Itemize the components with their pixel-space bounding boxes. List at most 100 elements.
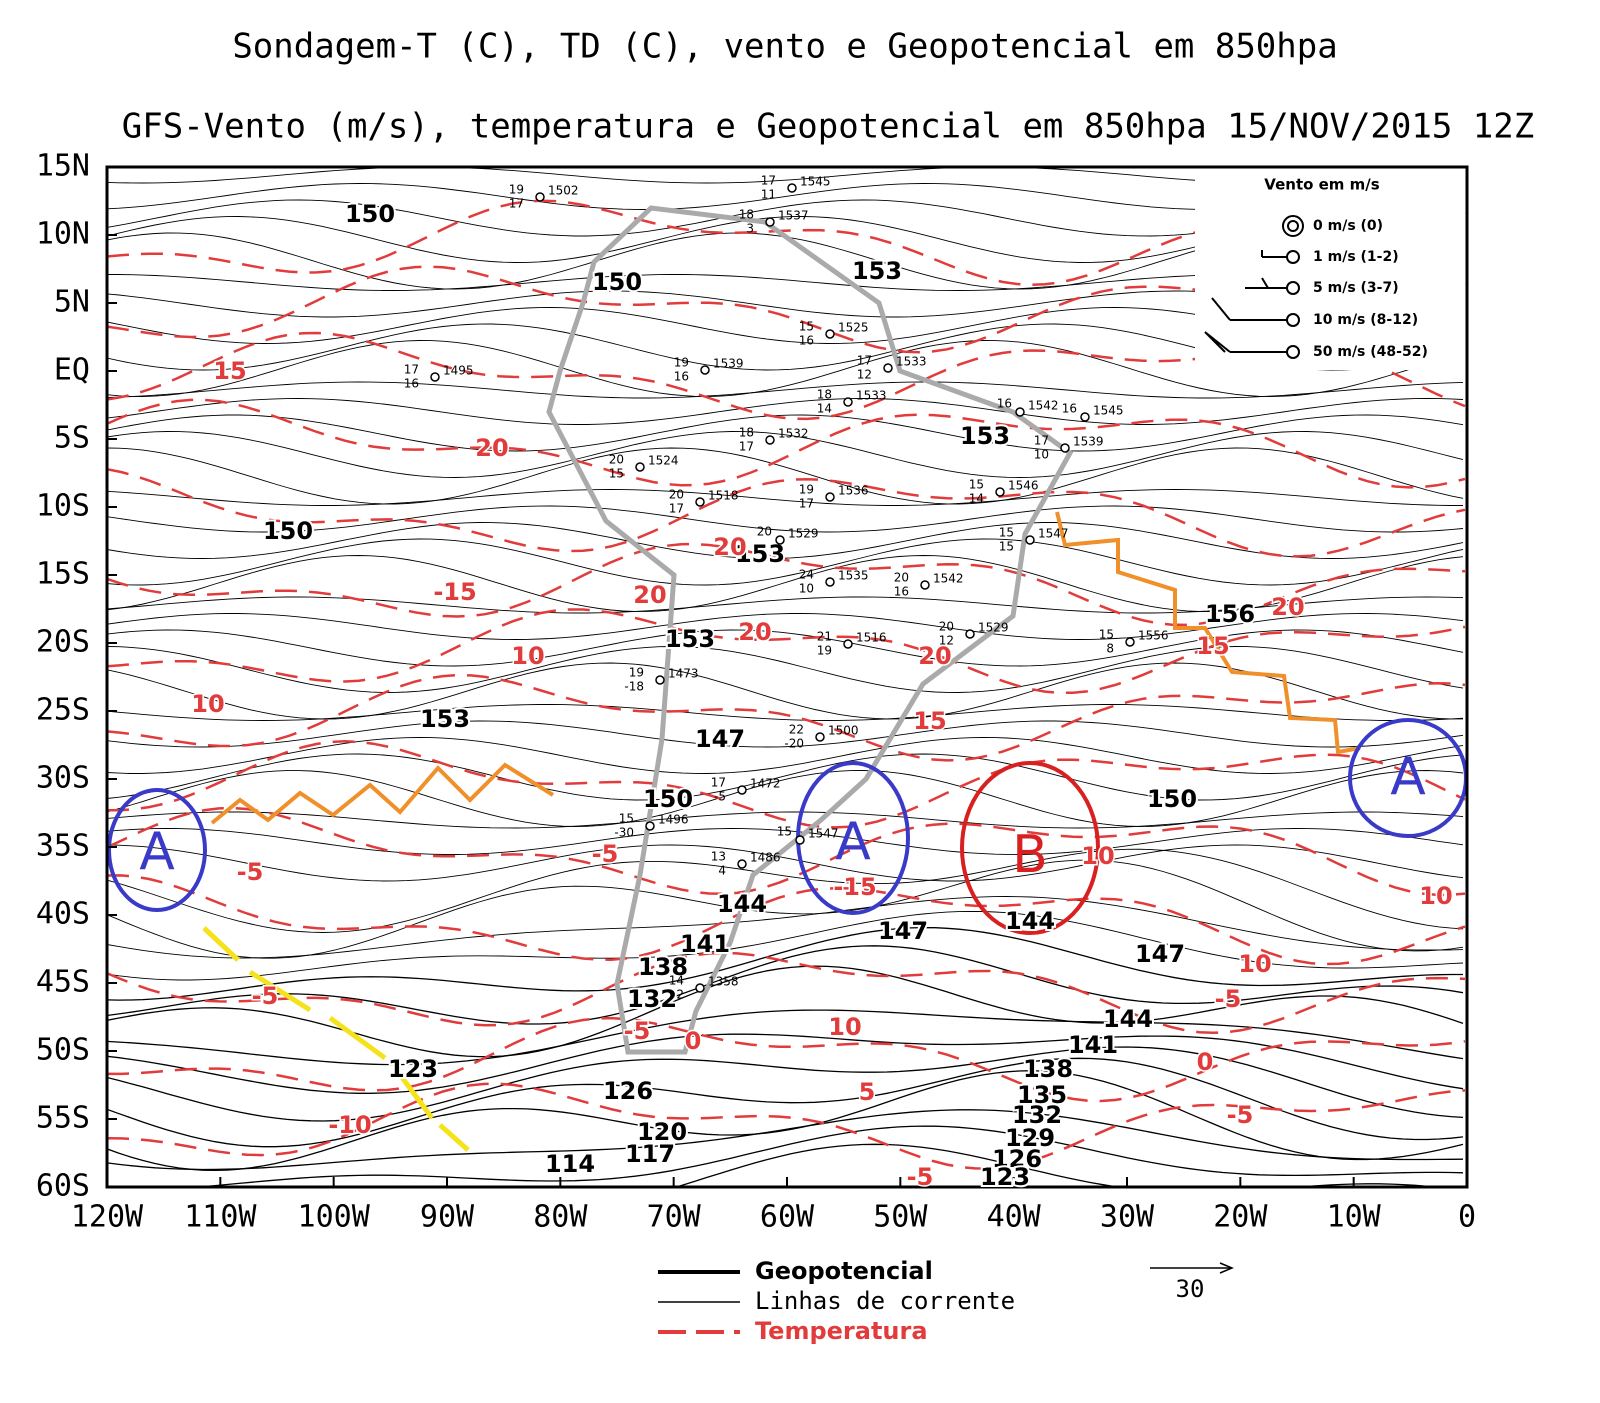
temperature-label: 15 — [913, 707, 946, 735]
streamline — [107, 896, 1464, 959]
station-value: 1473 — [668, 667, 699, 681]
streamline — [107, 381, 1464, 399]
geopotential-label: 150 — [592, 268, 642, 296]
station — [635, 462, 645, 472]
station-value: 1358 — [708, 975, 739, 989]
geopotential-label: 144 — [1103, 1005, 1153, 1033]
lat-label: 45S — [36, 965, 90, 1000]
station-value: 1496 — [658, 813, 689, 827]
wind-legend-item: 1 m/s (1-2) — [1313, 249, 1399, 265]
pressure-center: A — [139, 822, 175, 882]
station-value: 20 — [757, 525, 772, 539]
lon-label: 90W — [420, 1200, 475, 1235]
geopotential-label: 129 — [1005, 1124, 1055, 1152]
station — [795, 835, 805, 845]
station-value: 16 — [997, 397, 1012, 411]
station — [825, 577, 835, 587]
temperature-isoline — [107, 673, 1466, 762]
geopotential-label: 153 — [960, 422, 1010, 450]
station — [995, 487, 1005, 497]
temperature-isoline — [107, 806, 1466, 897]
geopotential-label: 138 — [1023, 1055, 1073, 1083]
geopotential-label: 123 — [980, 1163, 1030, 1191]
temperature-isoline — [107, 542, 1466, 627]
streamline — [107, 522, 1464, 559]
geopotential-label: 123 — [388, 1055, 438, 1083]
station-value: 1529 — [788, 527, 819, 541]
geopotential-label: 138 — [638, 953, 688, 981]
station-value: 1536 — [838, 484, 869, 498]
subtitle: GFS-Vento (m/s), temperatura e Geopotenc… — [122, 107, 1534, 147]
streamline — [107, 646, 1464, 693]
station-value: 20 — [669, 488, 684, 502]
temperature-isoline — [107, 398, 1466, 489]
station — [737, 859, 747, 869]
lat-label: 55S — [36, 1101, 90, 1136]
station-value: 12 — [857, 368, 872, 382]
station — [1025, 535, 1035, 545]
station-value: 1495 — [443, 364, 474, 378]
geopotential-label: 150 — [345, 200, 395, 228]
station-value: 1532 — [778, 427, 809, 441]
station — [1060, 443, 1070, 453]
temperature-label: 0 — [1197, 1048, 1214, 1076]
streamline — [107, 844, 1464, 882]
station-value: -5 — [714, 790, 726, 804]
station-value: 17 — [711, 776, 726, 790]
lat-label: 5N — [54, 285, 90, 320]
temperature-isoline — [107, 608, 1466, 695]
station-value: 16 — [674, 370, 689, 384]
temperature-isoline — [107, 740, 1466, 829]
station-value: 17 — [509, 197, 524, 211]
station-value: 10 — [799, 582, 814, 596]
geopotential-label: 126 — [603, 1077, 653, 1105]
temperature-label: 10 — [1238, 950, 1271, 978]
geopotential-label: 144 — [717, 890, 767, 918]
geopotential-label: 153 — [735, 540, 785, 568]
temperature-label: 20 — [475, 434, 508, 462]
station — [695, 497, 705, 507]
station-value: 1542 — [933, 572, 964, 586]
station-value: 17 — [1034, 434, 1049, 448]
streamline — [107, 505, 1464, 533]
station-value: 1502 — [548, 184, 579, 198]
geopotential-label: 144 — [1005, 907, 1055, 935]
geopotential-label: 141 — [680, 930, 730, 958]
station-value: 19 — [817, 644, 832, 658]
temperature-label: -5 — [237, 858, 264, 886]
geopotential-label: 147 — [878, 917, 928, 945]
geopotential-label: 150 — [643, 785, 693, 813]
geopotential-label: 120 — [637, 1118, 687, 1146]
temperature-label: 20 — [738, 618, 771, 646]
temperature-label: 10 — [1419, 882, 1452, 910]
station-value: 15 — [619, 812, 634, 826]
streamline — [107, 926, 1463, 1001]
station — [920, 580, 930, 590]
station-value: 19 — [674, 356, 689, 370]
station — [737, 785, 747, 795]
station — [965, 629, 975, 639]
title: Sondagem-T (C), TD (C), vento e Geopoten… — [232, 27, 1337, 67]
station-value: 21 — [817, 630, 832, 644]
temperature-isoline — [107, 951, 1466, 1035]
station-value: 12 — [939, 634, 954, 648]
station-value: 15 — [1099, 628, 1114, 642]
legend-geopotential: Geopotencial — [755, 1257, 933, 1285]
station-value: 16 — [799, 334, 814, 348]
station-value: 1472 — [750, 777, 781, 791]
temperature-isoline — [107, 1082, 1466, 1170]
station-value: 18 — [739, 426, 754, 440]
station-value: 1547 — [1038, 527, 1069, 541]
temperature-label: -5 — [907, 1163, 934, 1191]
streamline — [107, 859, 1464, 959]
station-value: 14 — [669, 974, 684, 988]
streamline — [107, 629, 1464, 667]
station — [883, 363, 893, 373]
pressure-center: A — [1390, 747, 1426, 807]
station-value: 1518 — [708, 489, 739, 503]
station-value: 1546 — [1008, 479, 1039, 493]
streamline — [107, 965, 1464, 1058]
streamline — [107, 848, 1464, 933]
geopotential-label: 156 — [1205, 600, 1255, 628]
lon-label: 40W — [987, 1200, 1042, 1235]
